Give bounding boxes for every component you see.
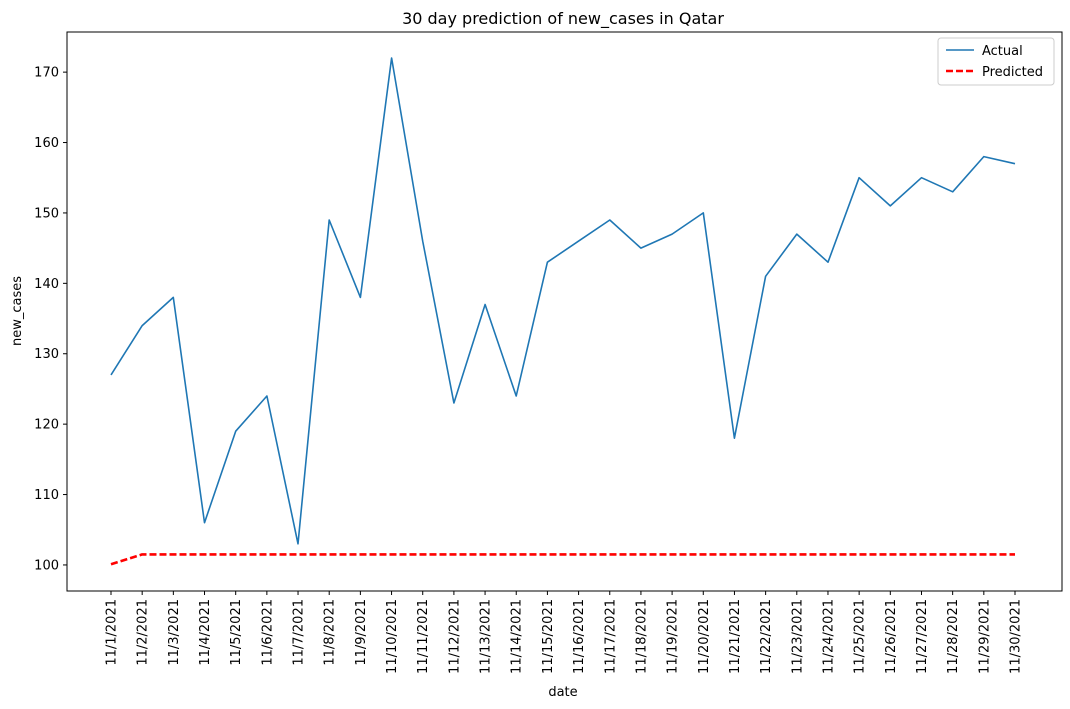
x-tick-label: 11/14/2021	[510, 599, 525, 674]
y-tick-label: 110	[34, 488, 59, 503]
y-tick-label: 100	[34, 558, 59, 573]
legend-label-actual: Actual	[982, 44, 1023, 59]
x-tick-label: 11/30/2021	[1009, 599, 1024, 674]
x-tick-label: 11/27/2021	[915, 599, 930, 674]
x-tick-label: 11/6/2021	[260, 599, 275, 666]
x-tick-label: 11/20/2021	[697, 599, 712, 674]
x-tick-label: 11/24/2021	[821, 599, 836, 674]
series-line-actual	[110, 57, 1016, 545]
y-axis: 100 110 120 130 140 150 160 170	[34, 66, 67, 573]
plot-area	[66, 31, 1063, 592]
x-tick-label: 11/7/2021	[292, 599, 307, 666]
x-tick-label: 11/29/2021	[977, 599, 992, 674]
x-tick-label: 11/2/2021	[136, 599, 151, 666]
plot-frame	[66, 31, 1063, 592]
x-tick-label: 11/3/2021	[167, 599, 182, 666]
x-axis-label: date	[548, 685, 577, 700]
x-tick-label: 11/8/2021	[323, 599, 338, 666]
x-tick-label: 11/19/2021	[666, 599, 681, 674]
x-tick-label: 11/16/2021	[572, 599, 587, 674]
y-tick-label: 170	[34, 66, 59, 81]
legend-label-predicted: Predicted	[982, 65, 1043, 80]
x-tick-label: 11/26/2021	[884, 599, 899, 674]
x-tick-label: 11/28/2021	[946, 599, 961, 674]
x-tick-label: 11/5/2021	[229, 599, 244, 666]
series-line-predicted	[110, 553, 1015, 566]
y-tick-label: 140	[34, 277, 59, 292]
y-axis-label: new_cases	[10, 276, 25, 346]
x-tick-label: 11/17/2021	[603, 599, 618, 674]
y-tick-label: 150	[34, 206, 59, 221]
x-tick-label: 11/12/2021	[447, 599, 462, 674]
x-axis: 11/1/2021 11/2/2021 11/3/2021 11/4/2021 11/5…	[105, 591, 1024, 674]
legend: Actual Predicted	[937, 37, 1055, 86]
chart-title: 30 day prediction of new_cases in Qatar	[402, 9, 724, 29]
x-tick-label: 11/23/2021	[790, 599, 805, 674]
y-tick-label: 120	[34, 418, 59, 433]
x-tick-label: 11/21/2021	[728, 599, 743, 674]
y-tick-label: 130	[34, 347, 59, 362]
x-tick-label: 11/1/2021	[105, 599, 120, 666]
y-tick-label: 160	[34, 136, 59, 151]
x-tick-label: 11/15/2021	[541, 599, 556, 674]
x-tick-label: 11/9/2021	[354, 599, 369, 666]
x-tick-label: 11/4/2021	[198, 599, 213, 666]
x-tick-label: 11/25/2021	[853, 599, 868, 674]
series-layer	[110, 57, 1016, 566]
x-tick-label: 11/11/2021	[416, 599, 431, 674]
x-tick-label: 11/10/2021	[385, 599, 400, 674]
x-tick-label: 11/13/2021	[479, 599, 494, 674]
x-tick-label: 11/18/2021	[634, 599, 649, 674]
x-tick-label: 11/22/2021	[759, 599, 774, 674]
